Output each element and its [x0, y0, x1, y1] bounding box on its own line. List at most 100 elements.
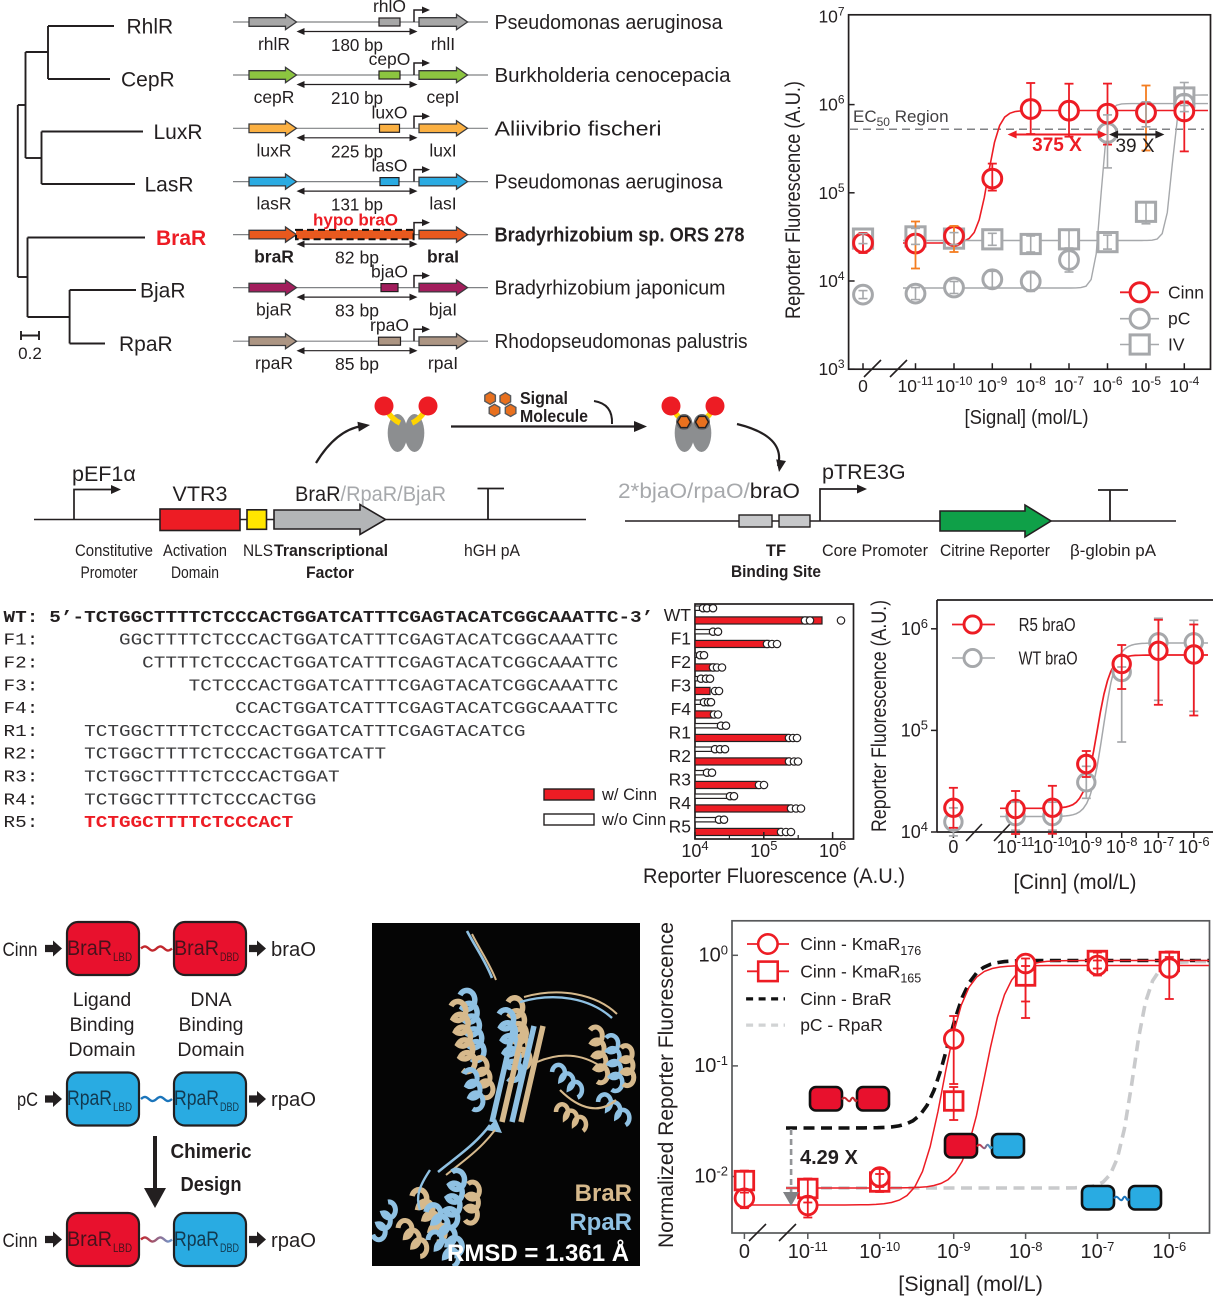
svg-text:RhlR: RhlR [127, 16, 174, 39]
svg-text:Reporter Fluorescence (A.U.): Reporter Fluorescence (A.U.) [643, 865, 905, 888]
svg-text:R3: R3 [669, 770, 691, 790]
svg-text:braI: braI [427, 247, 459, 267]
svg-text:Promoter: Promoter [81, 564, 138, 582]
svg-text:RpaR: RpaR [174, 1228, 219, 1251]
svg-text:TCTGGCTTTTCTCCCACTGG: TCTGGCTTTTCTCCCACTGG [84, 790, 316, 809]
svg-text:0: 0 [739, 1241, 750, 1263]
svg-text:Binding: Binding [178, 1014, 243, 1036]
svg-text:BraR: BraR [575, 1180, 632, 1207]
svg-text:rpaI: rpaI [428, 353, 458, 373]
svg-text:DBD: DBD [220, 950, 239, 964]
svg-text:LasR: LasR [145, 174, 194, 197]
svg-text:RpaR: RpaR [569, 1209, 632, 1236]
svg-text:Transcriptional: Transcriptional [274, 542, 388, 560]
svg-text:10-8: 10-8 [1016, 374, 1046, 396]
svg-text:BjaR: BjaR [140, 280, 186, 303]
svg-text:106: 106 [819, 838, 846, 861]
svg-text:Domain: Domain [171, 564, 219, 582]
svg-text:BraR: BraR [174, 937, 219, 960]
svg-text:10-7: 10-7 [1080, 1239, 1114, 1263]
svg-text:R5:: R5: [4, 813, 39, 832]
svg-text:R2: R2 [669, 746, 691, 766]
svg-text:106: 106 [818, 93, 844, 115]
svg-text:w/o Cinn: w/o Cinn [601, 811, 666, 829]
svg-text:104: 104 [681, 838, 708, 861]
svg-text:CTTTTCTCCCACTGGATCATTTCGAGTACA: CTTTTCTCCCACTGGATCATTTCGAGTACATCGGCAAATT… [142, 654, 618, 673]
svg-text:BraR: BraR [156, 227, 206, 250]
svg-text:VTR3: VTR3 [173, 482, 228, 506]
svg-text:TCTGGCTTTTCTCCCACTGGAT: TCTGGCTTTTCTCCCACTGGAT [84, 768, 340, 787]
svg-text:BraR: BraR [67, 937, 112, 960]
svg-text:RMSD = 1.361 Å: RMSD = 1.361 Å [447, 1239, 629, 1267]
svg-text:rhlR: rhlR [258, 34, 290, 54]
svg-text:Pseudomonas aeruginosa: Pseudomonas aeruginosa [495, 12, 724, 34]
svg-text:bjaO: bjaO [371, 262, 408, 282]
svg-text:EC50 Region: EC50 Region [853, 107, 949, 129]
svg-text:LBD: LBD [113, 1241, 132, 1255]
svg-text:100: 100 [699, 942, 728, 966]
svg-text:Molecule: Molecule [520, 406, 588, 426]
svg-text:TCTGGCTTTTCTCCCACTGGATCATTTCGA: TCTGGCTTTTCTCCCACTGGATCATTTCGAGTACATCG [84, 722, 525, 741]
svg-text:IV: IV [1168, 335, 1185, 355]
svg-text:106: 106 [901, 616, 928, 639]
svg-text:10-5: 10-5 [1131, 374, 1161, 396]
svg-text:10-7: 10-7 [1054, 374, 1084, 396]
svg-text:Reporter Fluorescence (A.U.): Reporter Fluorescence (A.U.) [868, 600, 891, 832]
svg-text:RpaR: RpaR [174, 1087, 219, 1110]
svg-text:85 bp: 85 bp [335, 354, 379, 374]
svg-text:82 bp: 82 bp [335, 248, 379, 268]
svg-text:107: 107 [818, 4, 844, 26]
svg-text:Reporter Fluorescence (A.U.): Reporter Fluorescence (A.U.) [782, 81, 805, 319]
svg-text:cepR: cepR [254, 87, 295, 107]
svg-text:10-11: 10-11 [788, 1239, 828, 1263]
svg-text:10-6: 10-6 [1152, 1239, 1186, 1263]
svg-text:lasR: lasR [256, 194, 291, 214]
svg-text:R1: R1 [669, 723, 691, 743]
svg-text:Domain: Domain [177, 1039, 244, 1061]
svg-text:10-6: 10-6 [1178, 834, 1210, 857]
svg-text:R4: R4 [669, 793, 692, 813]
svg-text:luxR: luxR [256, 140, 291, 160]
svg-text:cepO: cepO [369, 49, 411, 69]
svg-text:F1:: F1: [4, 631, 39, 650]
svg-text:[Signal] (mol/L): [Signal] (mol/L) [898, 1272, 1043, 1296]
svg-text:rpaO: rpaO [271, 1229, 316, 1252]
svg-text:Cinn: Cinn [3, 939, 38, 961]
svg-text:F2: F2 [671, 652, 691, 672]
svg-text:105: 105 [901, 717, 928, 740]
svg-text:10-9: 10-9 [977, 374, 1007, 396]
svg-text:Activation: Activation [163, 542, 227, 560]
svg-text:bjaI: bjaI [429, 300, 457, 320]
svg-text:w/ Cinn: w/ Cinn [601, 786, 657, 804]
svg-text:hGH pA: hGH pA [464, 542, 520, 560]
svg-text:R2:: R2: [4, 745, 39, 764]
svg-text:Chimeric: Chimeric [171, 1141, 252, 1163]
svg-text:braR: braR [254, 247, 294, 267]
svg-text:rpaO: rpaO [271, 1088, 316, 1111]
svg-text:braO: braO [271, 938, 316, 961]
svg-text:10-1: 10-1 [694, 1053, 728, 1077]
svg-text:luxI: luxI [429, 140, 456, 160]
svg-text:DNA: DNA [190, 989, 231, 1011]
svg-text:10-2: 10-2 [694, 1164, 728, 1188]
svg-text:Signal: Signal [520, 388, 568, 408]
svg-text:β-globin pA: β-globin pA [1070, 542, 1156, 560]
svg-text:0: 0 [858, 376, 868, 396]
svg-text:WT: WT [664, 605, 692, 625]
svg-text:10-11: 10-11 [997, 834, 1035, 857]
svg-text:Bradyrhizobium sp. ORS 278: Bradyrhizobium sp. ORS 278 [495, 225, 745, 247]
svg-text:DBD: DBD [220, 1241, 239, 1255]
svg-text:pC: pC [17, 1089, 38, 1111]
svg-text:RpaR: RpaR [67, 1087, 112, 1110]
svg-text:Design: Design [181, 1174, 242, 1196]
svg-text:[Signal] (mol/L): [Signal] (mol/L) [965, 407, 1089, 429]
svg-text:F1: F1 [671, 629, 691, 649]
svg-text:Cinn - KmaR176: Cinn - KmaR176 [800, 934, 921, 958]
svg-text:NLS: NLS [243, 542, 273, 560]
svg-text:4.29 X: 4.29 X [800, 1147, 858, 1169]
svg-text:10-4: 10-4 [1169, 374, 1199, 396]
svg-text:lasI: lasI [429, 194, 456, 214]
svg-text:10-11: 10-11 [898, 374, 934, 396]
svg-text:hypo braO: hypo braO [313, 210, 398, 229]
svg-text:104: 104 [818, 269, 844, 291]
